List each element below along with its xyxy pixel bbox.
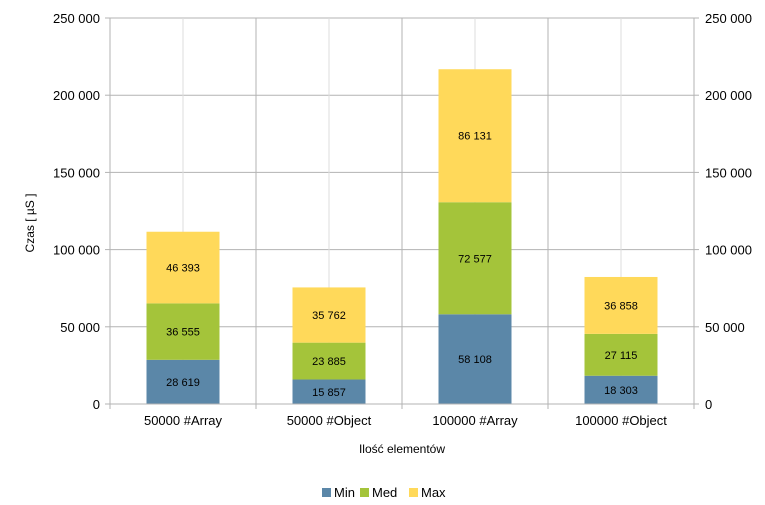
y-tick-label-right: 200 000 bbox=[705, 88, 752, 103]
bar-max-2 bbox=[292, 287, 366, 343]
data-label-max-4: 36 858 bbox=[604, 300, 638, 312]
bar-med-2 bbox=[292, 342, 366, 380]
data-label-max-2: 35 762 bbox=[312, 310, 346, 322]
bars: 28 619 36 555 46 393 15 857 23 885 35 762 58 1… bbox=[146, 69, 658, 404]
legend-label-med: Med bbox=[372, 485, 397, 500]
bar-med-1 bbox=[146, 303, 220, 360]
data-label-min-1: 28 619 bbox=[166, 377, 200, 389]
x-axis-title: Ilość elementów bbox=[359, 442, 445, 456]
bar-med-3 bbox=[438, 202, 512, 315]
y-axis-title: Czas [ µS ] bbox=[23, 194, 37, 253]
bar-min-2 bbox=[292, 379, 366, 404]
y-tick-label-right: 0 bbox=[705, 397, 712, 412]
data-label-min-3: 58 108 bbox=[458, 354, 492, 366]
legend-swatch-min bbox=[322, 488, 331, 497]
bar-max-3 bbox=[438, 69, 512, 203]
category-label: 50000 #Object bbox=[287, 413, 372, 428]
bar-max-4 bbox=[584, 276, 658, 334]
y-tick-label-right: 100 000 bbox=[705, 243, 752, 258]
y-tick-label-right: 250 000 bbox=[705, 11, 752, 26]
axes bbox=[105, 17, 699, 409]
data-label-min-2: 15 857 bbox=[312, 387, 346, 399]
y-tick-label-left: 50 000 bbox=[60, 320, 100, 335]
category-label: 100000 #Object bbox=[575, 413, 667, 428]
data-label-med-4: 27 115 bbox=[605, 350, 638, 362]
y-tick-label-left: 200 000 bbox=[53, 88, 100, 103]
legend-label-min: Min bbox=[334, 485, 355, 500]
legend-swatch-med bbox=[360, 488, 369, 497]
data-label-max-3: 86 131 bbox=[458, 131, 492, 143]
data-label-med-3: 72 577 bbox=[458, 253, 492, 265]
bar-med-4 bbox=[584, 333, 658, 376]
data-label-med-1: 36 555 bbox=[166, 327, 200, 339]
bar-min-3 bbox=[438, 314, 512, 404]
data-label-max-1: 46 393 bbox=[166, 263, 200, 275]
bar-min-4 bbox=[584, 375, 658, 404]
legend-swatch-max bbox=[409, 488, 418, 497]
y-tick-label-left: 250 000 bbox=[53, 11, 100, 26]
category-label: 100000 #Array bbox=[432, 413, 518, 428]
legend-label-max: Max bbox=[421, 485, 446, 500]
right-axis-ticks: 0 50 000 100 000 150 000 200 000 250 000 bbox=[705, 11, 752, 412]
y-tick-label-left: 150 000 bbox=[53, 165, 100, 180]
y-tick-label-left: 0 bbox=[93, 397, 100, 412]
data-label-min-4: 18 303 bbox=[604, 385, 638, 397]
y-tick-label-right: 150 000 bbox=[705, 165, 752, 180]
category-label: 50000 #Array bbox=[144, 413, 223, 428]
left-axis-ticks: 0 50 000 100 000 150 000 200 000 250 000 bbox=[53, 11, 100, 412]
category-labels: 50000 #Array 50000 #Object 100000 #Array 10… bbox=[144, 413, 667, 428]
data-label-med-2: 23 885 bbox=[312, 356, 346, 368]
legend: Min Med Max bbox=[322, 485, 446, 500]
y-tick-label-right: 50 000 bbox=[705, 320, 745, 335]
bar-min-1 bbox=[146, 359, 220, 404]
y-tick-label-left: 100 000 bbox=[53, 243, 100, 258]
bar-max-1 bbox=[146, 231, 220, 304]
